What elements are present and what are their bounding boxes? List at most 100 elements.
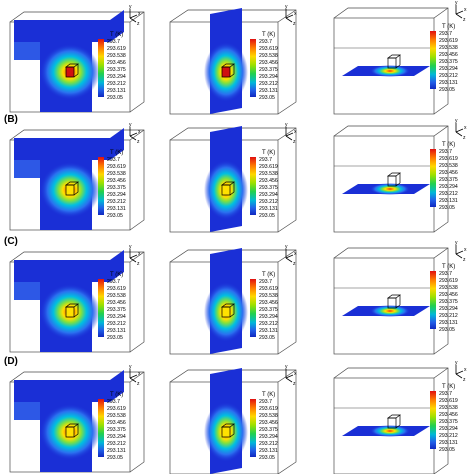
legend-value: 293.375 bbox=[107, 307, 126, 313]
temperature-legend: T (K)293.7293.619293.538293.456293.37529… bbox=[430, 264, 458, 333]
legend-colorbar bbox=[98, 279, 104, 337]
legend-title: T (K) bbox=[110, 32, 123, 38]
x-axis-arrow bbox=[455, 10, 464, 15]
legend-title: T (K) bbox=[262, 32, 275, 38]
legend-value: 293.619 bbox=[259, 406, 278, 412]
legend-value: 293.294 bbox=[107, 192, 126, 198]
panel-t-shape-slice: T (K)293.7293.619293.538293.456293.37529… bbox=[9, 122, 145, 231]
legend-value: 293.538 bbox=[107, 413, 126, 419]
x-axis-arrow bbox=[285, 14, 294, 19]
x-axis-label: x bbox=[294, 251, 297, 257]
axis-triad: yxz bbox=[285, 122, 297, 145]
x-axis-label: x bbox=[294, 371, 297, 377]
z-axis-arrow bbox=[285, 135, 293, 141]
legend-value: 293.456 bbox=[107, 420, 126, 426]
legend-colorbar bbox=[98, 39, 104, 97]
temperature-legend: T (K)293.7293.619293.538293.456293.37529… bbox=[98, 32, 126, 101]
heater-block bbox=[220, 303, 236, 318]
legend-colorbar bbox=[98, 399, 104, 457]
x-axis-label: x bbox=[294, 129, 297, 135]
y-axis-label: y bbox=[455, 240, 458, 246]
temperature-hotspot bbox=[370, 425, 410, 437]
z-axis-label: z bbox=[137, 261, 140, 267]
legend-value: 293.131 bbox=[439, 198, 458, 204]
x-axis-arrow bbox=[285, 374, 294, 379]
legend-value: 293.05 bbox=[439, 447, 455, 453]
heater-block bbox=[220, 63, 236, 78]
legend-colorbar bbox=[250, 157, 256, 215]
legend-value: 293.7 bbox=[259, 399, 272, 405]
legend-value: 293.456 bbox=[107, 178, 126, 184]
legend-value: 293.131 bbox=[439, 320, 458, 326]
z-axis-arrow bbox=[455, 131, 463, 137]
heater-block bbox=[386, 172, 402, 187]
x-axis-arrow bbox=[455, 128, 464, 133]
z-axis-label: z bbox=[137, 381, 140, 387]
legend-value: 293.538 bbox=[259, 293, 278, 299]
legend-value: 293.131 bbox=[107, 448, 126, 454]
y-axis-label: y bbox=[455, 0, 458, 6]
legend-value: 293.294 bbox=[107, 74, 126, 80]
panel-t-shape-slice: T (K)293.7293.619293.538293.456293.37529… bbox=[9, 244, 145, 353]
domain-edge bbox=[277, 9, 297, 23]
y-axis-label: y bbox=[455, 118, 458, 124]
legend-value: 293.294 bbox=[439, 426, 458, 432]
legend-value: 293.7 bbox=[259, 39, 272, 45]
legend-value: 293.375 bbox=[259, 427, 278, 433]
heater-block bbox=[386, 294, 402, 309]
z-axis-arrow bbox=[285, 257, 293, 263]
figure-row: T (K)293.7293.619293.538293.456293.37529… bbox=[9, 118, 467, 233]
legend-value: 293.619 bbox=[107, 406, 126, 412]
heater-block bbox=[386, 414, 402, 429]
legend-value: 293.05 bbox=[439, 327, 455, 333]
domain-edge bbox=[277, 249, 297, 263]
slice-top-bar bbox=[14, 128, 124, 160]
legend-value: 293.294 bbox=[259, 434, 278, 440]
z-axis-label: z bbox=[293, 21, 296, 27]
legend-value: 293.456 bbox=[439, 412, 458, 418]
y-axis-label: y bbox=[285, 122, 288, 128]
legend-value: 293.375 bbox=[259, 307, 278, 313]
legend-title: T (K) bbox=[110, 392, 123, 398]
row-label: (B) bbox=[4, 114, 18, 125]
legend-title: T (K) bbox=[442, 384, 455, 390]
legend-title: T (K) bbox=[262, 150, 275, 156]
y-axis-label: y bbox=[129, 122, 132, 128]
legend-value: 293.7 bbox=[439, 271, 452, 277]
legend-value: 293.294 bbox=[259, 314, 278, 320]
legend-colorbar bbox=[250, 279, 256, 337]
legend-value: 293.7 bbox=[107, 279, 120, 285]
x-axis-label: x bbox=[464, 247, 467, 253]
legend-value: 293.456 bbox=[259, 60, 278, 66]
legend-value: 293.456 bbox=[439, 52, 458, 58]
slice-top-bar bbox=[14, 250, 124, 282]
legend-value: 293.131 bbox=[259, 328, 278, 334]
legend-value: 293.456 bbox=[439, 170, 458, 176]
legend-value: 293.05 bbox=[107, 95, 123, 101]
legend-value: 293.212 bbox=[107, 321, 126, 327]
figure-row: T (K)293.7293.619293.538293.456293.37529… bbox=[9, 360, 467, 474]
temperature-legend: T (K)293.7293.619293.538293.456293.37529… bbox=[98, 392, 126, 461]
temperature-hotspot bbox=[370, 65, 410, 77]
axis-triad: yxz bbox=[455, 118, 467, 141]
x-axis-arrow bbox=[129, 14, 138, 19]
temperature-legend: T (K)293.7293.619293.538293.456293.37529… bbox=[430, 142, 458, 211]
z-axis-label: z bbox=[293, 139, 296, 145]
legend-value: 293.05 bbox=[259, 455, 275, 461]
legend-value: 293.212 bbox=[107, 199, 126, 205]
legend-value: 293.619 bbox=[259, 164, 278, 170]
z-axis-label: z bbox=[137, 21, 140, 27]
slice-top-bar bbox=[14, 10, 124, 42]
legend-value: 293.212 bbox=[259, 321, 278, 327]
domain-edge bbox=[433, 125, 449, 137]
panel-t-shape-slice: T (K)293.7293.619293.538293.456293.37529… bbox=[9, 364, 145, 473]
figure-row: T (K)293.7293.619293.538293.456293.37529… bbox=[9, 0, 467, 115]
temperature-legend: T (K)293.7293.619293.538293.456293.37529… bbox=[250, 32, 278, 101]
x-axis-label: x bbox=[464, 367, 467, 373]
legend-value: 293.619 bbox=[107, 164, 126, 170]
legend-colorbar bbox=[250, 399, 256, 457]
axis-triad: yxz bbox=[129, 244, 141, 267]
x-axis-arrow bbox=[285, 132, 294, 137]
